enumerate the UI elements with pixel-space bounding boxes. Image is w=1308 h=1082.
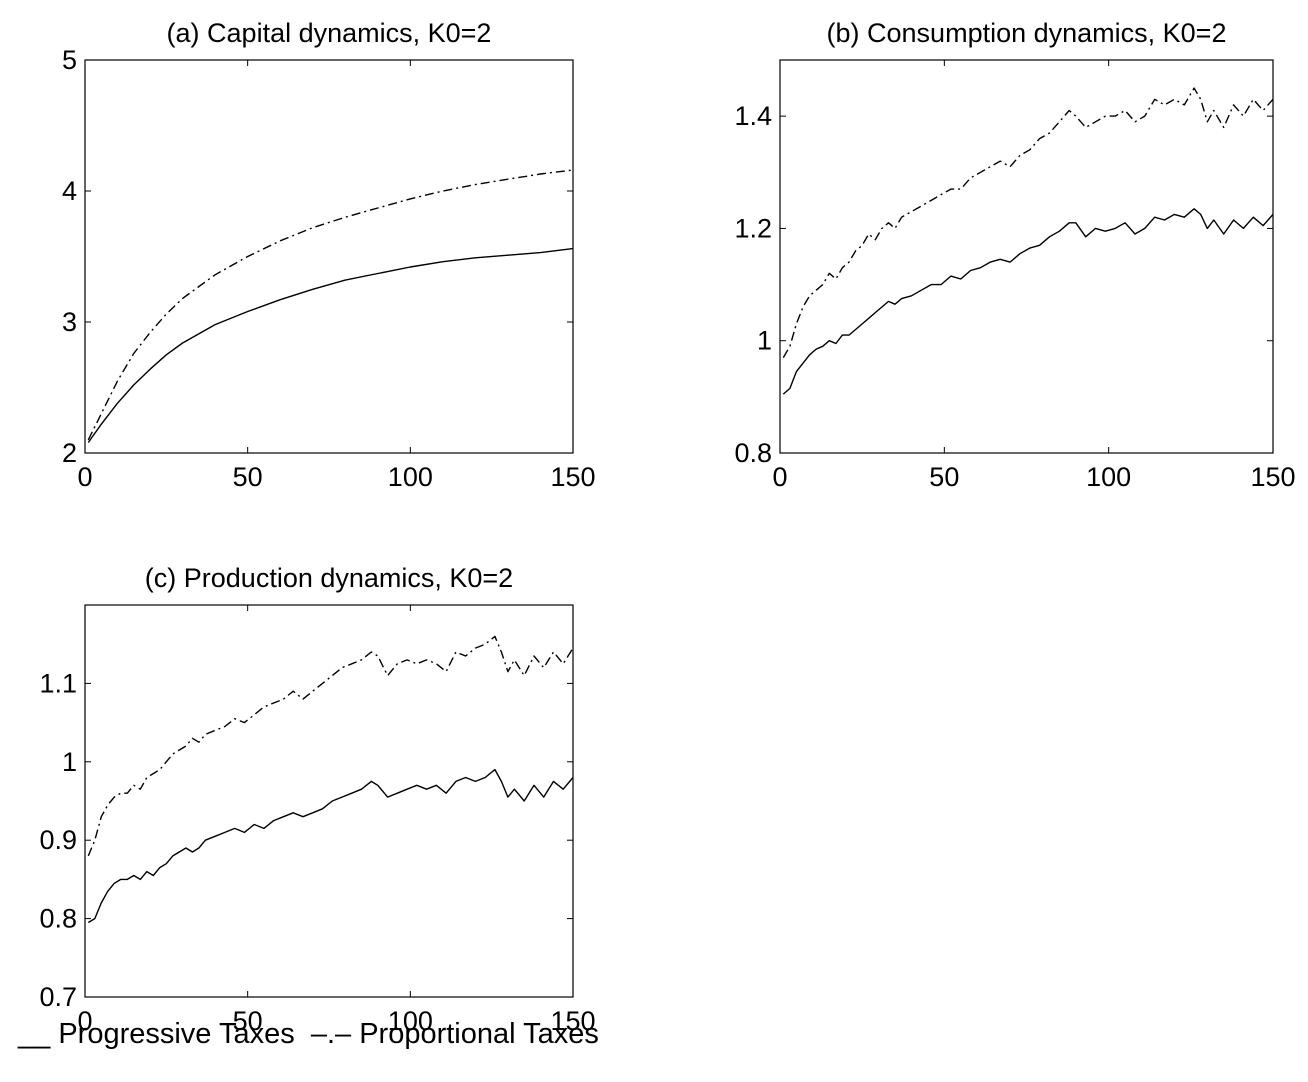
series-proportional-line xyxy=(87,169,574,441)
y-tick-label: 1.2 xyxy=(734,213,772,243)
x-tick-label: 100 xyxy=(388,1006,433,1036)
legend-text: __ Progressive Taxes –.– Proportional Ta… xyxy=(18,1018,599,1050)
plot-frame xyxy=(84,59,574,454)
y-tick-label: 0.7 xyxy=(39,982,77,1012)
y-tick-label: 0.9 xyxy=(39,825,77,855)
y-tick-label: 0.8 xyxy=(39,904,77,934)
panel-consumption-dynamics: (b) Consumption dynamics, K0=2 0 50 100 150 0… xyxy=(734,18,1295,492)
x-tick-label: 0 xyxy=(77,1006,92,1036)
y-tick-label: 5 xyxy=(62,45,77,75)
panel-capital-dynamics: (a) Capital dynamics, K0=2 0 50 100 150 2 3 4 5 xyxy=(62,18,596,492)
series-proportional-line xyxy=(782,87,1274,358)
series-progressive-line xyxy=(87,768,574,924)
x-tick-label: 50 xyxy=(929,462,959,492)
y-tick-label: 2 xyxy=(62,438,77,468)
y-tick-label: 1 xyxy=(62,747,77,777)
x-tick-label: 50 xyxy=(233,1006,263,1036)
series-progressive-line xyxy=(87,247,574,443)
chart-title: (a) Capital dynamics, K0=2 xyxy=(167,18,492,48)
panel-production-dynamics: (c) Production dynamics, K0=2 0 50 100 150 0.… xyxy=(39,563,595,1036)
y-tick-label: 3 xyxy=(62,307,77,337)
x-tick-label: 0 xyxy=(772,462,787,492)
y-tick-label: 1 xyxy=(757,326,772,356)
x-tick-label: 150 xyxy=(1250,462,1295,492)
x-tick-label: 150 xyxy=(550,462,595,492)
chart-title: (b) Consumption dynamics, K0=2 xyxy=(827,18,1227,48)
series-proportional-line xyxy=(87,635,574,857)
plot-frame xyxy=(779,59,1274,454)
y-tick-label: 1.4 xyxy=(734,101,772,131)
x-tick-label: 150 xyxy=(550,1006,595,1036)
plot-frame xyxy=(84,604,574,998)
y-tick-label: 4 xyxy=(62,176,77,206)
y-tick-label: 1.1 xyxy=(39,668,77,698)
x-tick-label: 50 xyxy=(233,462,263,492)
x-tick-label: 0 xyxy=(77,462,92,492)
series-progressive-line xyxy=(782,208,1274,395)
y-tick-label: 0.8 xyxy=(734,438,772,468)
x-tick-label: 100 xyxy=(1086,462,1131,492)
x-tick-label: 100 xyxy=(388,462,433,492)
chart-title: (c) Production dynamics, K0=2 xyxy=(145,563,513,593)
